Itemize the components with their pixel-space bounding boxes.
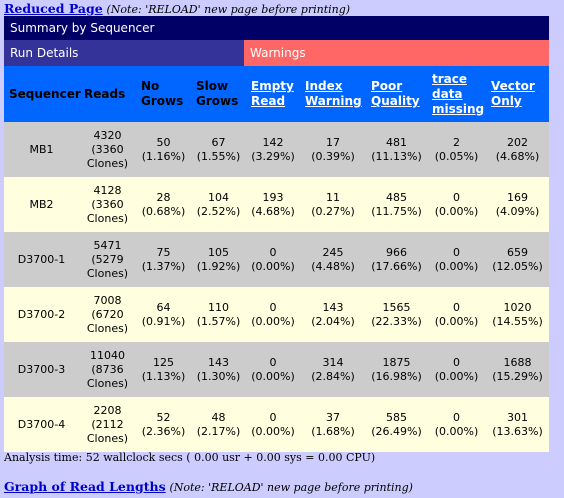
- empty-read-cell: 193 (4.68%): [246, 177, 300, 232]
- table-row: MB2 4128 (3360 Clones) 28 (0.68%) 104 (2.52%…: [4, 177, 549, 232]
- poor-quality-cell: 1875 (16.98%): [366, 342, 427, 397]
- empty-read-cell: 0 (0.00%): [246, 287, 300, 342]
- trace-missing-cell: 0 (0.00%): [427, 232, 486, 287]
- index-warning-cell: 37 (1.68%): [300, 397, 366, 452]
- col-trace-missing[interactable]: trace data missing: [427, 66, 486, 122]
- col-index-warning[interactable]: Index Warning: [300, 66, 366, 122]
- table-row: D3700-4 2208 (2112 Clones) 52 (2.36%) 48 (2.…: [4, 397, 549, 452]
- slow-grows-cell: 67 (1.55%): [191, 122, 246, 177]
- sequencer-summary-table: Sequencer Reads No Grows Slow Grows Empty R…: [4, 66, 549, 452]
- poor-quality-cell: 966 (17.66%): [366, 232, 427, 287]
- reload-note: (Note: 'RELOAD' new page before printing…: [106, 3, 351, 16]
- graph-read-lengths-link[interactable]: Graph of Read Lengths: [4, 479, 166, 494]
- slow-grows-cell: 110 (1.57%): [191, 287, 246, 342]
- index-warning-cell: 245 (4.48%): [300, 232, 366, 287]
- no-grows-cell: 64 (0.91%): [136, 287, 191, 342]
- vector-only-cell: 202 (4.68%): [486, 122, 549, 177]
- slow-grows-cell: 105 (1.92%): [191, 232, 246, 287]
- index-warning-cell: 314 (2.84%): [300, 342, 366, 397]
- col-poor-quality[interactable]: Poor Quality: [366, 66, 427, 122]
- table-row: MB1 4320 (3360 Clones) 50 (1.16%) 67 (1.55%)…: [4, 122, 549, 177]
- run-details-header: Run Details: [4, 40, 244, 66]
- slow-grows-cell: 104 (2.52%): [191, 177, 246, 232]
- index-warning-cell: 17 (0.39%): [300, 122, 366, 177]
- no-grows-cell: 125 (1.13%): [136, 342, 191, 397]
- vector-only-cell: 659 (12.05%): [486, 232, 549, 287]
- top-note: Reduced Page (Note: 'RELOAD' new page be…: [4, 1, 350, 16]
- table-row: D3700-3 11040 (8736 Clones) 125 (1.13%) 143…: [4, 342, 549, 397]
- reads-cell: 4128 (3360 Clones): [79, 177, 136, 232]
- vector-only-cell: 1020 (14.55%): [486, 287, 549, 342]
- reads-cell: 5471 (5279 Clones): [79, 232, 136, 287]
- reads-cell: 11040 (8736 Clones): [79, 342, 136, 397]
- trace-missing-cell: 2 (0.05%): [427, 122, 486, 177]
- poor-quality-cell: 485 (11.75%): [366, 177, 427, 232]
- index-warning-cell: 143 (2.04%): [300, 287, 366, 342]
- index-warning-cell: 11 (0.27%): [300, 177, 366, 232]
- analysis-time: Analysis time: 52 wallclock secs ( 0.00 …: [4, 451, 376, 464]
- trace-missing-cell: 0 (0.00%): [427, 342, 486, 397]
- no-grows-cell: 75 (1.37%): [136, 232, 191, 287]
- sequencer-cell: D3700-3: [4, 342, 79, 397]
- col-vector-only[interactable]: Vector Only: [486, 66, 549, 122]
- no-grows-cell: 52 (2.36%): [136, 397, 191, 452]
- vector-only-cell: 169 (4.09%): [486, 177, 549, 232]
- reload-note-bottom: (Note: 'RELOAD' new page before printing…: [169, 481, 413, 494]
- empty-read-cell: 0 (0.00%): [246, 232, 300, 287]
- vector-only-cell: 1688 (15.29%): [486, 342, 549, 397]
- poor-quality-cell: 481 (11.13%): [366, 122, 427, 177]
- sequencer-cell: D3700-4: [4, 397, 79, 452]
- table-row: D3700-2 7008 (6720 Clones) 64 (0.91%) 110 (1…: [4, 287, 549, 342]
- slow-grows-cell: 48 (2.17%): [191, 397, 246, 452]
- index-warning-link[interactable]: Index Warning: [305, 79, 362, 108]
- poor-quality-link[interactable]: Poor Quality: [371, 79, 420, 108]
- empty-read-cell: 0 (0.00%): [246, 397, 300, 452]
- trace-missing-link[interactable]: trace data missing: [432, 71, 485, 116]
- empty-read-cell: 142 (3.29%): [246, 122, 300, 177]
- table-header-row: Sequencer Reads No Grows Slow Grows Empty R…: [4, 66, 549, 122]
- vector-only-link[interactable]: Vector Only: [491, 79, 535, 108]
- col-no-grows: No Grows: [136, 66, 191, 122]
- empty-read-link[interactable]: Empty Read: [251, 79, 294, 108]
- trace-missing-cell: 0 (0.00%): [427, 287, 486, 342]
- warnings-header: Warnings: [244, 40, 549, 66]
- reduced-page-link[interactable]: Reduced Page: [4, 1, 103, 16]
- poor-quality-cell: 1565 (22.33%): [366, 287, 427, 342]
- reads-cell: 2208 (2112 Clones): [79, 397, 136, 452]
- no-grows-cell: 50 (1.16%): [136, 122, 191, 177]
- col-sequencer: Sequencer: [4, 66, 81, 122]
- sequencer-cell: D3700-2: [4, 287, 79, 342]
- sequencer-cell: MB1: [4, 122, 79, 177]
- col-slow-grows: Slow Grows: [191, 66, 246, 122]
- reads-cell: 4320 (3360 Clones): [79, 122, 136, 177]
- empty-read-cell: 0 (0.00%): [246, 342, 300, 397]
- sequencer-cell: D3700-1: [4, 232, 79, 287]
- table-row: D3700-1 5471 (5279 Clones) 75 (1.37%) 105 (1…: [4, 232, 549, 287]
- poor-quality-cell: 585 (26.49%): [366, 397, 427, 452]
- trace-missing-cell: 0 (0.00%): [427, 177, 486, 232]
- trace-missing-cell: 0 (0.00%): [427, 397, 486, 452]
- vector-only-cell: 301 (13.63%): [486, 397, 549, 452]
- reads-cell: 7008 (6720 Clones): [79, 287, 136, 342]
- bottom-note: Graph of Read Lengths (Note: 'RELOAD' ne…: [4, 479, 413, 494]
- col-empty-read[interactable]: Empty Read: [246, 66, 300, 122]
- sequencer-cell: MB2: [4, 177, 79, 232]
- col-reads: Reads: [79, 66, 136, 122]
- no-grows-cell: 28 (0.68%): [136, 177, 191, 232]
- slow-grows-cell: 143 (1.30%): [191, 342, 246, 397]
- summary-title: Summary by Sequencer: [4, 16, 549, 40]
